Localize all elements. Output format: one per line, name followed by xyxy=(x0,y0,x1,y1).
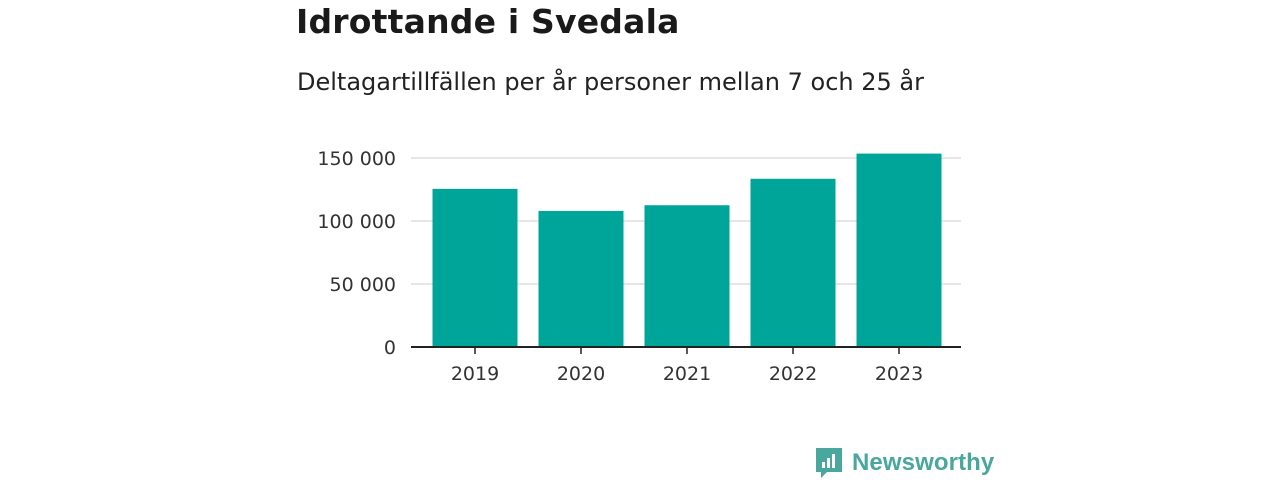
newsworthy-logo-icon xyxy=(816,448,842,478)
y-tick-label: 0 xyxy=(384,337,396,359)
chart-title: Idrottande i Svedala xyxy=(296,2,680,41)
brand-logo: Newsworthy xyxy=(814,446,994,480)
y-tick-label: 150 000 xyxy=(317,148,396,170)
x-tick-label: 2023 xyxy=(875,363,923,385)
brand-name: Newsworthy xyxy=(852,449,995,476)
x-tick-label: 2020 xyxy=(557,363,605,385)
x-tick-label: 2021 xyxy=(663,363,711,385)
bar xyxy=(432,188,518,347)
bar xyxy=(644,205,730,347)
bar xyxy=(538,210,624,347)
y-tick-label: 50 000 xyxy=(330,274,396,296)
chart-subtitle: Deltagartillfällen per år personer mella… xyxy=(297,68,924,96)
bar xyxy=(750,178,836,347)
bar xyxy=(856,153,942,347)
x-tick-label: 2019 xyxy=(451,363,499,385)
y-tick-label: 100 000 xyxy=(317,211,396,233)
x-tick-label: 2022 xyxy=(769,363,817,385)
